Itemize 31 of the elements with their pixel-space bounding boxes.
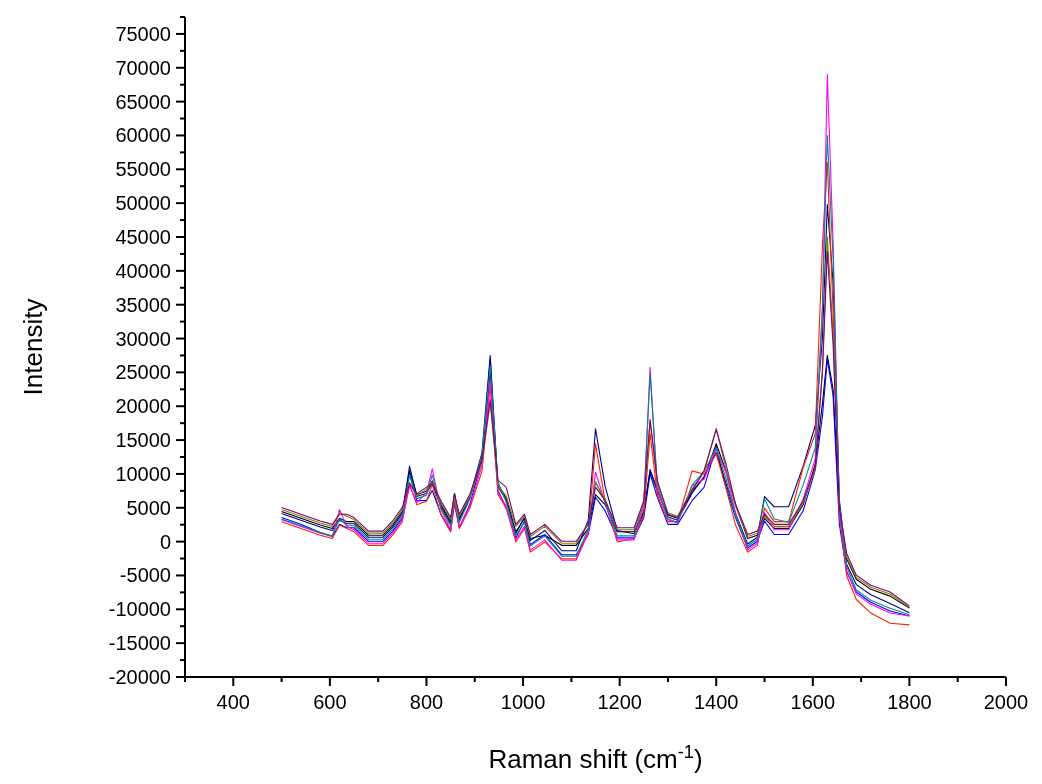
y-tick-label: 40000	[115, 259, 171, 282]
y-tick-label: -15000	[108, 632, 171, 655]
y-tick-label: 25000	[115, 361, 171, 384]
x-tick-label: 1200	[597, 691, 642, 713]
x-axis-title: Raman shift (cm$^{-1}$)	[488, 742, 703, 774]
y-tick-label: -20000	[108, 666, 171, 688]
y-tick-label: 45000	[115, 226, 171, 248]
y-tick-label: 70000	[115, 56, 171, 79]
y-axis-title: Intensity	[18, 298, 48, 396]
y-tick-label: 50000	[115, 192, 171, 215]
y-tick-label: 60000	[115, 124, 171, 147]
y-tick-label: 55000	[115, 158, 171, 181]
y-tick-label: 30000	[115, 327, 171, 350]
x-tick-label: 1000	[500, 691, 546, 713]
y-tick-label: 5000	[126, 496, 171, 519]
y-tick-label: -10000	[108, 598, 171, 621]
y-tick-label: 0	[159, 530, 171, 553]
x-tick-label: 1600	[790, 691, 836, 713]
y-tick-label: 15000	[115, 429, 171, 452]
x-tick-label: 400	[216, 691, 250, 713]
x-tick-label: 600	[313, 691, 347, 713]
y-tick-label: 10000	[115, 462, 171, 485]
x-tick-label: 2000	[983, 691, 1029, 713]
x-tick-label: 1800	[887, 691, 932, 713]
x-tick-label: 800	[409, 691, 444, 713]
y-tick-label: -5000	[119, 564, 171, 587]
y-tick-label: 65000	[115, 90, 171, 113]
x-tick-label: 1400	[693, 691, 739, 713]
y-tick-label: 20000	[115, 395, 171, 418]
y-tick-label: 35000	[115, 293, 171, 316]
y-tick-label: 75000	[115, 22, 171, 45]
